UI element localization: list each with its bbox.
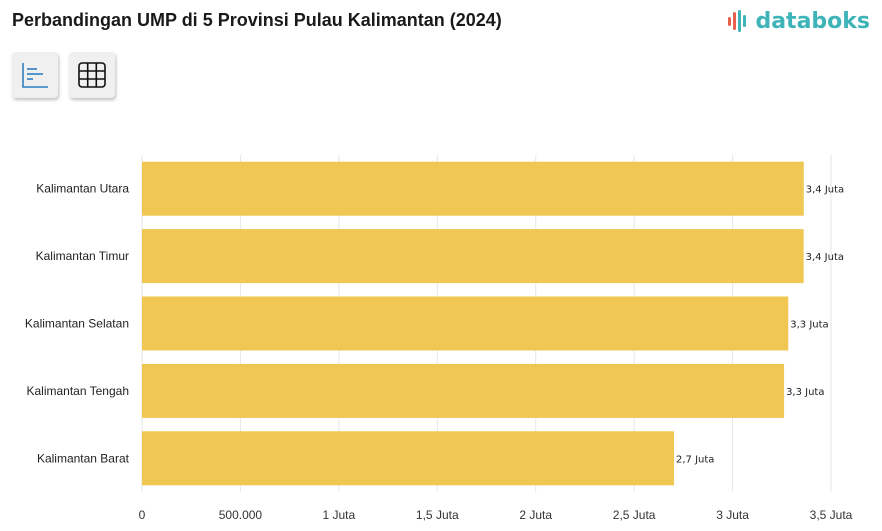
bar	[142, 229, 804, 284]
category-label: Kalimantan Barat	[37, 451, 130, 465]
data-label: 2,7 Juta	[676, 454, 714, 465]
x-tick-label: 1 Juta	[323, 508, 356, 522]
databoks-logo-icon	[728, 10, 747, 32]
bar	[142, 296, 789, 351]
bar	[142, 431, 675, 486]
bar-chart-icon	[22, 63, 48, 88]
category-label: Kalimantan Tengah	[26, 384, 129, 398]
data-label: 3,4 Juta	[806, 185, 844, 196]
table-view-button[interactable]	[69, 52, 115, 98]
x-tick-label: 2,5 Juta	[613, 508, 656, 522]
x-tick-label: 1,5 Juta	[416, 508, 459, 522]
data-label: 3,3 Juta	[790, 320, 828, 331]
category-label: Kalimantan Timur	[36, 249, 129, 263]
chart-title: Perbandingan UMP di 5 Provinsi Pulau Kal…	[12, 10, 502, 30]
chart-view-button[interactable]	[12, 52, 58, 98]
databoks-logo[interactable]: databoks	[726, 8, 870, 34]
category-label: Kalimantan Utara	[36, 182, 129, 196]
data-label: 3,4 Juta	[806, 252, 844, 263]
x-tick-label: 3 Juta	[716, 508, 749, 522]
x-tick-label: 0	[139, 508, 146, 522]
x-tick-label: 2 Juta	[519, 508, 552, 522]
bar	[142, 363, 785, 418]
category-label: Kalimantan Selatan	[25, 317, 129, 331]
bar	[142, 161, 804, 216]
x-tick-label: 3,5 Juta	[810, 508, 853, 522]
brand-name: databoks	[755, 8, 870, 34]
x-tick-label: 500.000	[219, 508, 263, 522]
data-label: 3,3 Juta	[786, 387, 824, 398]
table-grid-icon	[78, 62, 106, 88]
